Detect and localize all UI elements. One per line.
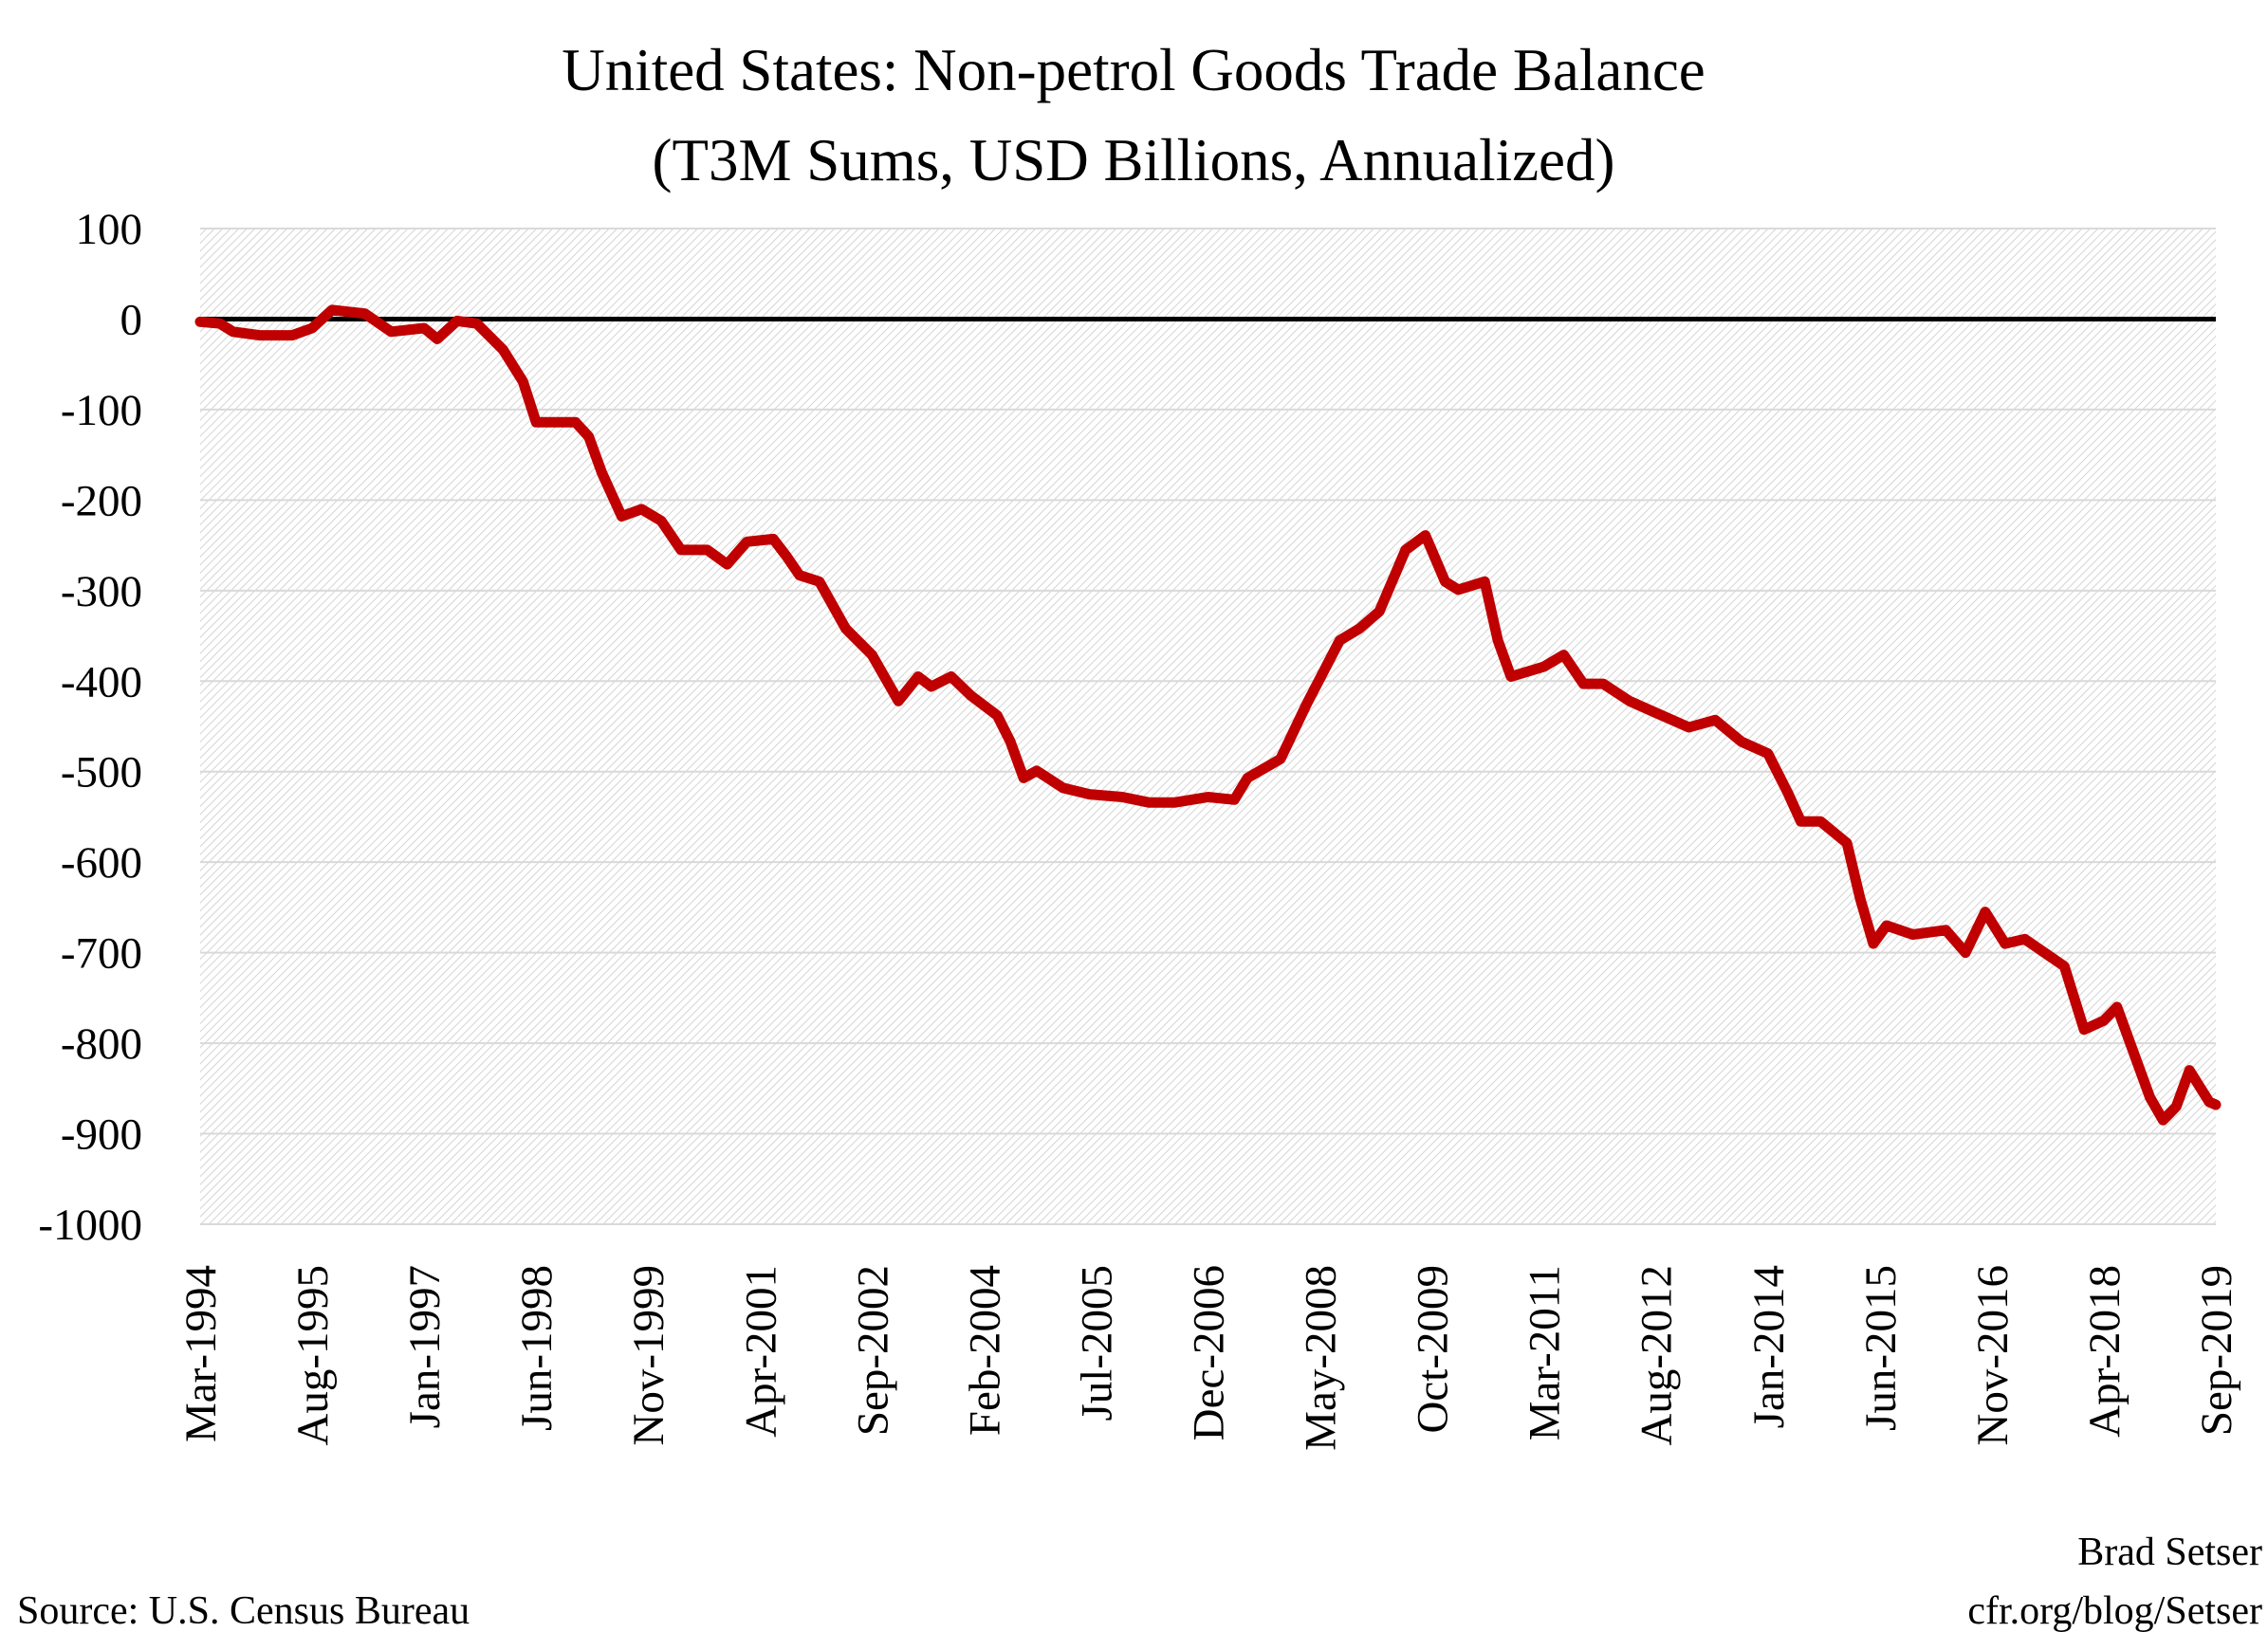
plot-area xyxy=(200,229,2216,1224)
x-tick-label: Dec-2006 xyxy=(1185,1265,1234,1440)
x-tick-label: Jul-2005 xyxy=(1072,1265,1121,1421)
x-tick-label: Jun-2015 xyxy=(1856,1265,1906,1431)
series-line xyxy=(194,304,2222,1126)
y-tick-label: -1000 xyxy=(38,1201,142,1250)
x-tick-label: Mar-1994 xyxy=(176,1265,226,1442)
x-tick-label: Nov-2016 xyxy=(1968,1265,2018,1446)
author-note: Brad Setser xyxy=(2077,1531,2262,1574)
x-tick-label: May-2008 xyxy=(1297,1265,1346,1451)
x-tick-label: Sep-2019 xyxy=(2192,1265,2241,1436)
x-tick-label: Oct-2009 xyxy=(1409,1265,1458,1434)
y-tick-label: -800 xyxy=(61,1019,142,1069)
y-tick-label: -200 xyxy=(61,476,142,525)
x-tick-label: Jan-1997 xyxy=(400,1265,450,1428)
x-tick-label: Mar-2011 xyxy=(1521,1265,1570,1440)
x-tick-label: Nov-1999 xyxy=(624,1265,673,1446)
url-note: cfr.org/blog/Setser xyxy=(1967,1589,2262,1632)
chart-subtitle: (T3M Sums, USD Billions, Annualized) xyxy=(652,127,1614,193)
y-tick-label: 100 xyxy=(76,205,143,254)
y-axis-ticks: 100 0 -100 -200 -300 -400 -500 -600 -700 -800 -900… xyxy=(38,205,142,1250)
source-note: Source: U.S. Census Bureau xyxy=(17,1589,470,1632)
x-tick-label: Sep-2002 xyxy=(848,1265,897,1436)
y-tick-label: 0 xyxy=(120,295,143,344)
y-tick-label: -400 xyxy=(61,657,142,706)
y-tick-label: -700 xyxy=(61,929,142,979)
y-tick-label: -100 xyxy=(61,386,142,435)
y-tick-label: -500 xyxy=(61,748,142,798)
x-tick-label: Apr-2001 xyxy=(736,1265,785,1438)
x-tick-label: Jan-2014 xyxy=(1744,1265,1794,1428)
chart-title: United States: Non-petrol Goods Trade Ba… xyxy=(562,37,1706,103)
y-tick-label: -900 xyxy=(61,1110,142,1160)
x-tick-label: Aug-2012 xyxy=(1632,1265,1682,1446)
x-tick-label: Aug-1995 xyxy=(288,1265,338,1446)
x-tick-label: Feb-2004 xyxy=(960,1265,1009,1436)
x-axis-ticks: Mar-1994 Aug-1995 Jan-1997 Jun-1998 Nov-1999… xyxy=(176,1265,2241,1451)
y-tick-label: -600 xyxy=(61,838,142,888)
y-tick-label: -300 xyxy=(61,567,142,616)
x-tick-label: Apr-2018 xyxy=(2080,1265,2130,1438)
x-tick-label: Jun-1998 xyxy=(512,1265,562,1431)
